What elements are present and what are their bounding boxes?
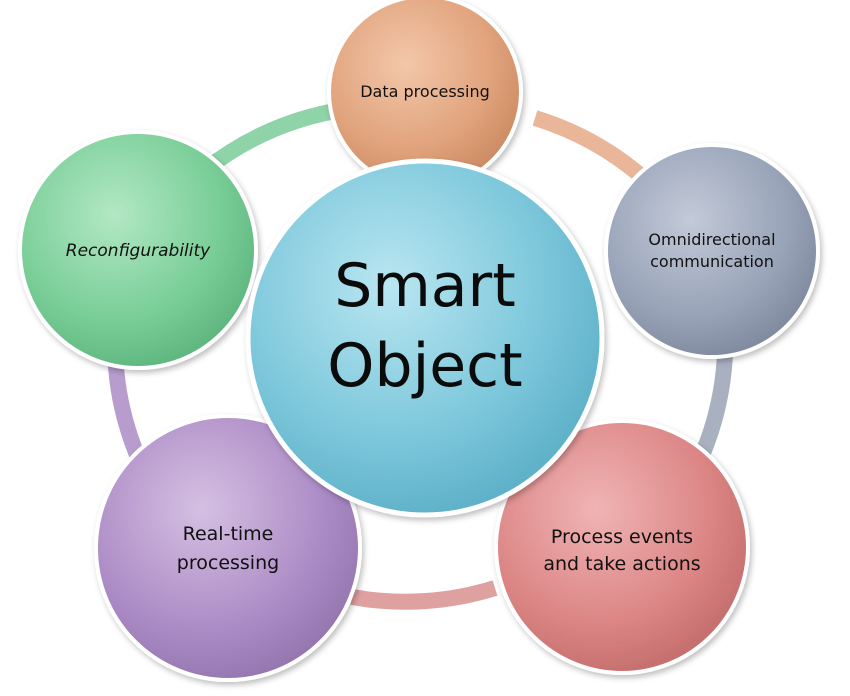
ring-segment-events-to-realtime: [350, 580, 498, 610]
node-label-process-events: Process events: [551, 526, 693, 548]
node-circle: [604, 143, 820, 359]
node-label-omnidirectional: Omnidirectional: [648, 230, 775, 249]
node-label-communication: communication: [650, 252, 774, 271]
node-circle: [94, 414, 362, 682]
node-circle: [18, 130, 258, 370]
ring-segment-data-to-omni: [532, 110, 646, 182]
node-label-data-processing: Data processing: [360, 82, 490, 101]
node-circle: [494, 419, 750, 675]
node-label-take-actions: and take actions: [543, 553, 700, 575]
node-process-events: Process events and take actions: [494, 419, 750, 675]
node-omnidirectional-communication: Omnidirectional communication: [604, 143, 820, 359]
center-label-smart: Smart: [334, 251, 516, 321]
center-label-object: Object: [327, 331, 522, 401]
node-label-processing: processing: [177, 552, 279, 574]
node-data-processing: Data processing: [327, 0, 523, 190]
node-real-time-processing: Real-time processing: [94, 414, 362, 682]
ring-segment-reconfig-to-data: [200, 104, 332, 177]
ring-segment-omni-to-events: [692, 354, 733, 464]
node-reconfigurability: Reconfigurability: [18, 130, 258, 370]
center-circle: [245, 158, 605, 518]
center-node-smart-object: Smart Object: [245, 158, 605, 518]
node-label-reconfigurability: Reconfigurability: [66, 241, 211, 261]
node-label-real-time: Real-time: [183, 523, 274, 545]
